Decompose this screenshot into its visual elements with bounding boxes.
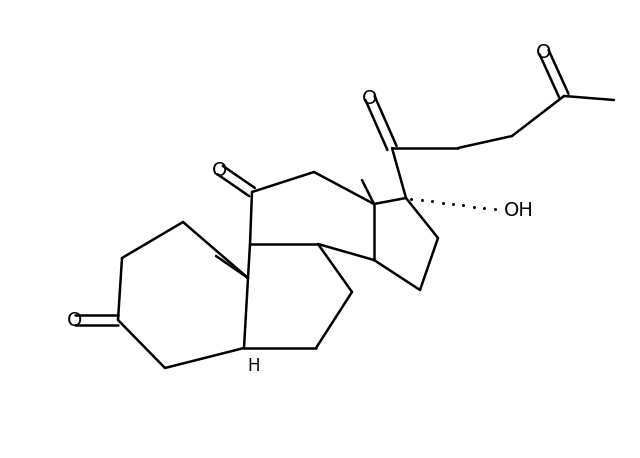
Text: O: O (536, 43, 552, 61)
Text: O: O (362, 88, 378, 108)
Text: OH: OH (504, 201, 534, 219)
Text: O: O (67, 311, 83, 329)
Text: H: H (248, 357, 260, 375)
Text: O: O (212, 160, 228, 180)
